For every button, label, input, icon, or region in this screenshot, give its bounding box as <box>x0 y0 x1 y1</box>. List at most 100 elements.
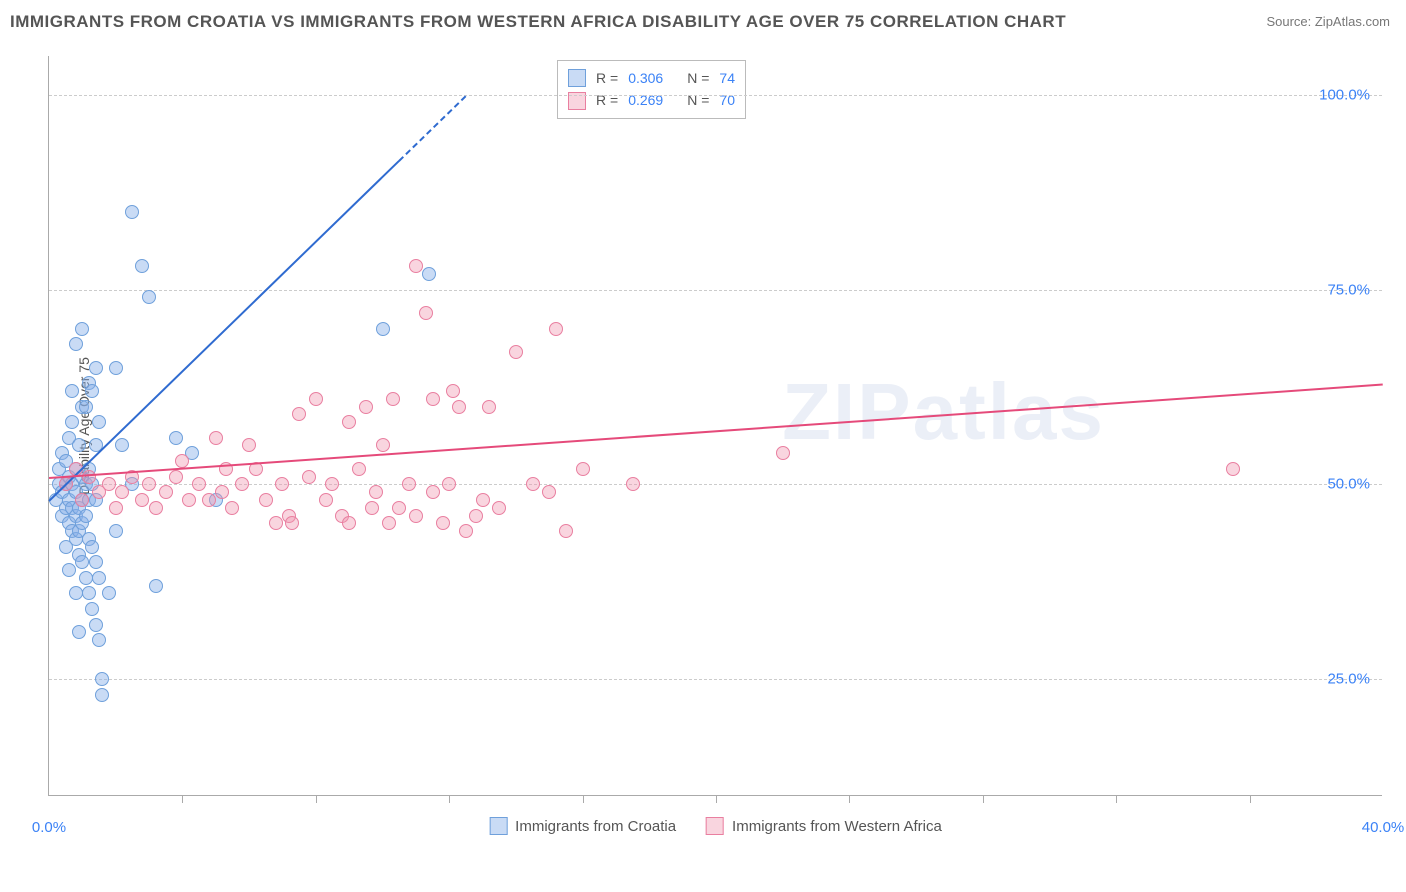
watermark: ZIPatlas <box>782 366 1105 458</box>
data-point <box>79 400 93 414</box>
data-point <box>1226 462 1240 476</box>
data-point <box>75 555 89 569</box>
data-point <box>382 516 396 530</box>
legend-label: Immigrants from Western Africa <box>732 818 942 835</box>
data-point <box>402 477 416 491</box>
data-point <box>352 462 366 476</box>
data-point <box>125 205 139 219</box>
data-point <box>365 501 379 515</box>
data-point <box>409 259 423 273</box>
data-point <box>169 470 183 484</box>
data-point <box>482 400 496 414</box>
y-tick-label: 50.0% <box>1327 476 1370 493</box>
legend-swatch-icon <box>706 817 724 835</box>
data-point <box>115 438 129 452</box>
chart-title: IMMIGRANTS FROM CROATIA VS IMMIGRANTS FR… <box>10 12 1066 32</box>
data-point <box>65 415 79 429</box>
data-point <box>85 540 99 554</box>
data-point <box>559 524 573 538</box>
data-point <box>92 633 106 647</box>
data-point <box>526 477 540 491</box>
data-point <box>202 493 216 507</box>
x-tick-label: 40.0% <box>1362 819 1405 836</box>
x-tick-mark <box>716 795 717 803</box>
x-tick-mark <box>849 795 850 803</box>
x-tick-mark <box>316 795 317 803</box>
data-point <box>102 477 116 491</box>
data-point <box>275 477 289 491</box>
data-point <box>446 384 460 398</box>
stat-n-label: N = <box>687 67 709 89</box>
data-point <box>135 259 149 273</box>
data-point <box>409 509 423 523</box>
data-point <box>422 267 436 281</box>
data-point <box>79 509 93 523</box>
trendline-dashed <box>398 95 466 161</box>
source-label: Source: ZipAtlas.com <box>1266 14 1390 29</box>
stat-r-value: 0.269 <box>628 89 663 111</box>
data-point <box>269 516 283 530</box>
data-point <box>75 322 89 336</box>
data-point <box>92 415 106 429</box>
stat-r-value: 0.306 <box>628 67 663 89</box>
data-point <box>62 563 76 577</box>
gridline <box>49 290 1382 291</box>
data-point <box>95 672 109 686</box>
data-point <box>109 501 123 515</box>
data-point <box>426 392 440 406</box>
stats-row: R = 0.306N = 74 <box>568 67 735 89</box>
gridline <box>49 679 1382 680</box>
data-point <box>776 446 790 460</box>
stats-legend-box: R = 0.306N = 74R = 0.269N = 70 <box>557 60 746 119</box>
data-point <box>92 571 106 585</box>
gridline <box>49 95 1382 96</box>
stat-r-label: R = <box>596 67 618 89</box>
legend-item-croatia: Immigrants from Croatia <box>489 817 676 835</box>
data-point <box>79 571 93 585</box>
data-point <box>386 392 400 406</box>
data-point <box>459 524 473 538</box>
x-tick-label: 0.0% <box>32 819 66 836</box>
data-point <box>626 477 640 491</box>
data-point <box>175 454 189 468</box>
data-point <box>169 431 183 445</box>
bottom-legend: Immigrants from Croatia Immigrants from … <box>489 817 942 835</box>
data-point <box>309 392 323 406</box>
data-point <box>452 400 466 414</box>
data-point <box>69 337 83 351</box>
data-point <box>302 470 316 484</box>
y-tick-label: 25.0% <box>1327 671 1370 688</box>
data-point <box>65 384 79 398</box>
data-point <box>342 516 356 530</box>
data-point <box>95 688 109 702</box>
x-tick-mark <box>1250 795 1251 803</box>
y-tick-label: 100.0% <box>1319 86 1370 103</box>
x-tick-mark <box>1116 795 1117 803</box>
data-point <box>436 516 450 530</box>
data-point <box>419 306 433 320</box>
data-point <box>426 485 440 499</box>
data-point <box>342 415 356 429</box>
data-point <box>135 493 149 507</box>
data-point <box>359 400 373 414</box>
trendline <box>49 383 1383 478</box>
data-point <box>549 322 563 336</box>
data-point <box>225 501 239 515</box>
data-point <box>75 493 89 507</box>
data-point <box>85 602 99 616</box>
legend-item-wafrica: Immigrants from Western Africa <box>706 817 942 835</box>
data-point <box>149 501 163 515</box>
data-point <box>376 438 390 452</box>
x-tick-mark <box>983 795 984 803</box>
data-point <box>442 477 456 491</box>
stat-r-label: R = <box>596 89 618 111</box>
data-point <box>109 361 123 375</box>
data-point <box>292 407 306 421</box>
data-point <box>215 485 229 499</box>
data-point <box>89 361 103 375</box>
data-point <box>69 586 83 600</box>
data-point <box>142 477 156 491</box>
y-tick-label: 75.0% <box>1327 281 1370 298</box>
data-point <box>89 618 103 632</box>
data-point <box>115 485 129 499</box>
